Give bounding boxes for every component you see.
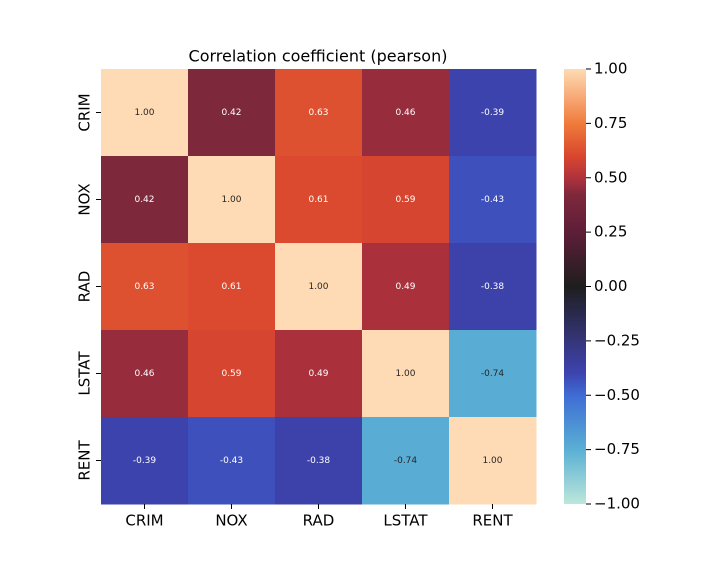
heatmap-cell [449,156,537,244]
heatmap-cell [101,69,189,157]
cell-label: -0.39 [133,456,157,466]
cell-label: 1.00 [221,195,241,205]
cell-label: 0.59 [395,195,415,205]
colorbar-tick-label: −0.25 [594,331,640,349]
heatmap-cell [275,156,363,244]
y-tick-label: NOX [76,183,94,215]
cell-label: 1.00 [482,456,502,466]
y-tick-label: RAD [76,271,94,303]
heatmap-cell [449,243,537,331]
heatmap-cell [101,243,189,331]
colorbar-tick-label: 0.50 [594,168,627,186]
heatmap-cell [362,417,450,505]
y-tick-label: CRIM [76,93,94,131]
colorbar-tick-label: 0.75 [594,114,627,132]
heatmap-cell [188,69,276,157]
cell-label: -0.38 [307,456,331,466]
cell-label: -0.43 [481,195,504,205]
colorbar-tick-label: 0.00 [594,277,627,295]
heatmap-cell [362,243,450,331]
cell-label: 0.46 [395,108,415,118]
cell-label: 0.49 [308,369,328,379]
heatmap-cell [188,156,276,244]
heatmap-cell [101,330,189,418]
heatmap-cell [188,417,276,505]
heatmap-cell [449,69,537,157]
heatmap-cell [188,330,276,418]
colorbar-tick-label: −0.75 [594,440,640,458]
x-tick-label: RAD [303,512,335,530]
cell-label: 0.61 [221,282,241,292]
cell-label: -0.39 [481,108,505,118]
heatmap-cell [275,243,363,331]
y-tick-label: LSTAT [76,351,94,396]
cell-label: 1.00 [134,108,154,118]
cell-label: 0.46 [134,369,154,379]
cell-label: 0.61 [308,195,328,205]
cell-label: -0.38 [481,282,505,292]
colorbar-tick-label: −1.00 [594,495,640,513]
heatmap-cell [449,417,537,505]
cell-label: -0.74 [481,369,505,379]
heatmap-cell [101,156,189,244]
x-tick-label: NOX [215,512,247,530]
cell-label: -0.74 [394,456,418,466]
x-tick-label: RENT [472,512,513,530]
x-tick-label: CRIM [125,512,163,530]
colorbar-tick-label: −0.50 [594,386,640,404]
colorbar-tick-label: 0.25 [594,223,627,241]
heatmap-cell [101,417,189,505]
heatmap-cell [449,330,537,418]
cell-label: 1.00 [395,369,415,379]
chart-title: Correlation coefficient (pearson) [189,47,448,66]
cell-label: -0.43 [220,456,243,466]
cell-label: 0.63 [134,282,154,292]
cell-label: 0.63 [308,108,328,118]
heatmap-cell [362,330,450,418]
cell-label: 1.00 [308,282,328,292]
cell-label: 0.49 [395,282,415,292]
heatmap-cell [275,330,363,418]
heatmap-cell [275,417,363,505]
heatmap-cell [275,69,363,157]
cell-label: 0.42 [134,195,154,205]
colorbar [564,69,586,504]
heatmap-cell [362,156,450,244]
heatmap-cell [362,69,450,157]
y-tick-label: RENT [76,440,94,481]
cell-label: 0.42 [221,108,241,118]
colorbar-tick-label: 1.00 [594,60,627,78]
cell-label: 0.59 [221,369,241,379]
x-tick-label: LSTAT [383,512,428,530]
heatmap-cell [188,243,276,331]
